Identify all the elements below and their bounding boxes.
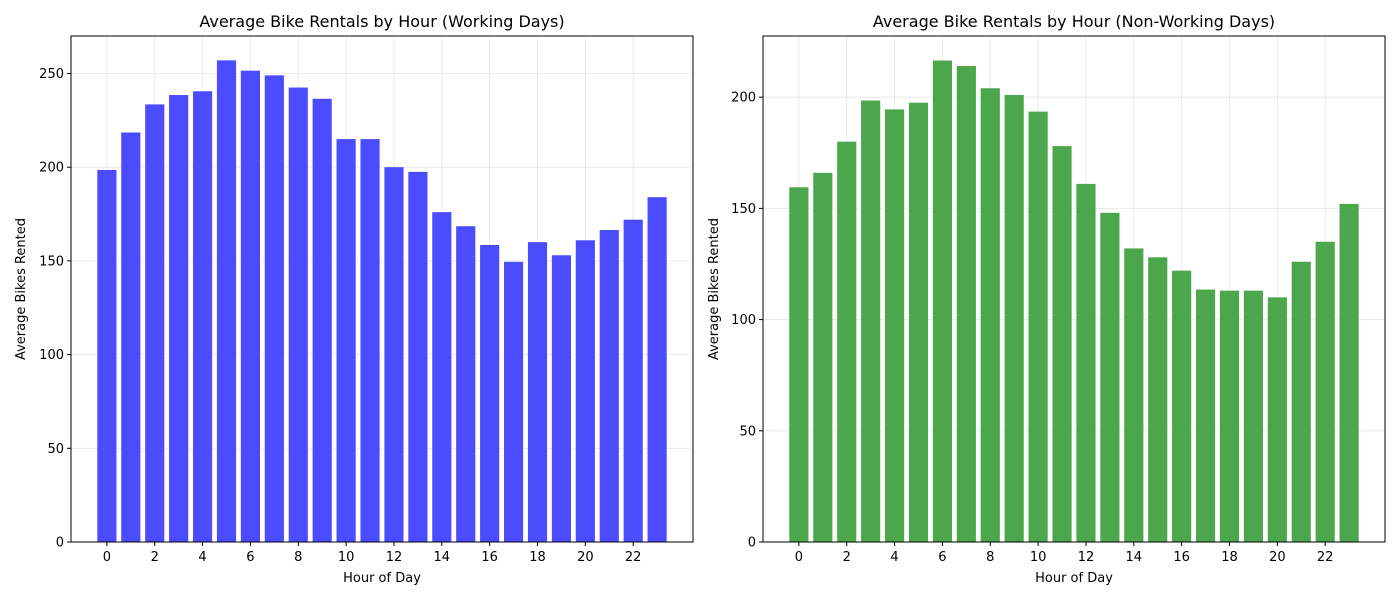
x-tick-label: 4 <box>198 550 206 565</box>
x-tick-label: 16 <box>1173 550 1190 565</box>
bar-hour-6 <box>932 60 952 542</box>
x-tick-label: 10 <box>1030 550 1047 565</box>
y-tick-label: 100 <box>731 313 756 328</box>
x-tick-label: 0 <box>103 550 111 565</box>
bar-hour-14 <box>1124 248 1144 542</box>
x-tick-label: 2 <box>843 550 851 565</box>
chart-title: Average Bike Rentals by Hour (Working Da… <box>199 12 564 31</box>
bar-hour-4 <box>885 109 905 543</box>
bar-hour-17 <box>504 261 524 542</box>
bar-hour-8 <box>980 88 1000 543</box>
bar-hour-19 <box>551 255 571 542</box>
y-axis-label: Average Bikes Rented <box>14 218 29 360</box>
bar-hour-14 <box>432 212 452 542</box>
bar-hour-11 <box>1052 146 1072 542</box>
bars <box>97 60 667 543</box>
x-tick-label: 8 <box>294 550 302 565</box>
bar-hour-6 <box>240 70 260 542</box>
x-tick-label: 14 <box>434 550 451 565</box>
bar-hour-1 <box>813 172 833 543</box>
y-tick-label: 50 <box>739 424 756 439</box>
y-tick-label: 200 <box>39 161 64 176</box>
x-tick-label: 20 <box>577 550 594 565</box>
bar-hour-0 <box>789 187 809 542</box>
x-tick-label: 6 <box>246 550 254 565</box>
bar-hour-19 <box>1243 290 1263 542</box>
chart-non-working-days: Average Bike Rentals by Hour (Non-Workin… <box>707 12 1386 586</box>
bar-hour-15 <box>1148 257 1168 542</box>
bar-hour-8 <box>288 87 308 542</box>
y-tick-label: 250 <box>39 67 64 82</box>
bar-hour-17 <box>1196 289 1216 542</box>
y-tick-label: 200 <box>731 91 756 106</box>
bar-hour-12 <box>1076 183 1096 542</box>
y-tick-label: 0 <box>56 536 64 551</box>
y-axis-label: Average Bikes Rented <box>707 218 722 360</box>
bar-hour-11 <box>360 139 380 542</box>
x-tick-label: 12 <box>1078 550 1095 565</box>
ticks: 0 2 4 6 8 10 12 14 16 18 20 22 0 50 100 150 200 <box>731 91 1333 565</box>
bar-hour-9 <box>1004 94 1024 542</box>
bar-hour-23 <box>647 197 667 543</box>
bar-hour-3 <box>861 100 881 542</box>
x-tick-label: 12 <box>386 550 403 565</box>
x-tick-label: 18 <box>1221 550 1238 565</box>
bar-hour-20 <box>575 240 595 542</box>
y-tick-label: 100 <box>39 348 64 363</box>
bar-hour-20 <box>1267 297 1287 542</box>
bar-hour-3 <box>169 95 189 543</box>
bar-hour-21 <box>599 229 619 542</box>
plot-frame <box>762 35 1386 543</box>
y-tick-label: 150 <box>39 254 64 269</box>
bar-hour-16 <box>480 244 500 542</box>
bar-hour-22 <box>623 219 643 543</box>
chart-title: Average Bike Rentals by Hour (Non-Workin… <box>873 12 1275 31</box>
x-tick-label: 10 <box>338 550 355 565</box>
bar-hour-21 <box>1291 261 1311 542</box>
bar-hour-12 <box>384 167 404 542</box>
bar-hour-5 <box>216 60 237 542</box>
bar-hour-1 <box>121 132 141 542</box>
x-axis-label: Hour of Day <box>1035 571 1113 586</box>
bar-hour-2 <box>837 141 857 542</box>
bar-hour-10 <box>1028 111 1048 542</box>
bar-hour-4 <box>193 91 213 542</box>
bar-hour-0 <box>97 169 117 543</box>
bar-hour-18 <box>1219 290 1240 542</box>
x-tick-label: 8 <box>986 550 994 565</box>
x-tick-label: 4 <box>890 550 898 565</box>
x-tick-label: 20 <box>1269 550 1286 565</box>
bars <box>789 60 1359 543</box>
bar-hour-18 <box>527 242 548 543</box>
bar-hour-7 <box>264 75 284 542</box>
bar-hour-22 <box>1315 241 1335 542</box>
bar-hour-23 <box>1339 203 1359 542</box>
bar-hour-7 <box>956 66 976 543</box>
bar-hour-13 <box>1100 212 1120 543</box>
x-tick-label: 22 <box>1317 550 1334 565</box>
x-tick-label: 2 <box>151 550 159 565</box>
x-tick-label: 6 <box>938 550 946 565</box>
y-tick-label: 50 <box>47 442 64 457</box>
plot-frame <box>70 35 694 543</box>
bar-hour-5 <box>908 102 929 542</box>
x-tick-label: 18 <box>529 550 546 565</box>
x-tick-label: 22 <box>625 550 642 565</box>
bar-hour-13 <box>408 171 428 543</box>
x-tick-label: 0 <box>795 550 803 565</box>
y-tick-label: 0 <box>748 536 756 551</box>
bar-hour-9 <box>312 98 332 542</box>
ticks: 0 2 4 6 8 10 12 14 16 18 20 22 0 50 100 150 200 250 <box>39 67 641 565</box>
bar-hour-16 <box>1172 270 1192 542</box>
chart-working-days: Average Bike Rentals by Hour (Working Da… <box>14 12 694 586</box>
x-tick-label: 16 <box>481 550 498 565</box>
x-axis-label: Hour of Day <box>343 571 421 586</box>
bar-hour-2 <box>145 104 165 543</box>
bar-hour-15 <box>456 226 476 543</box>
x-tick-label: 14 <box>1126 550 1143 565</box>
bar-hour-10 <box>336 139 356 542</box>
y-tick-label: 150 <box>731 202 756 217</box>
